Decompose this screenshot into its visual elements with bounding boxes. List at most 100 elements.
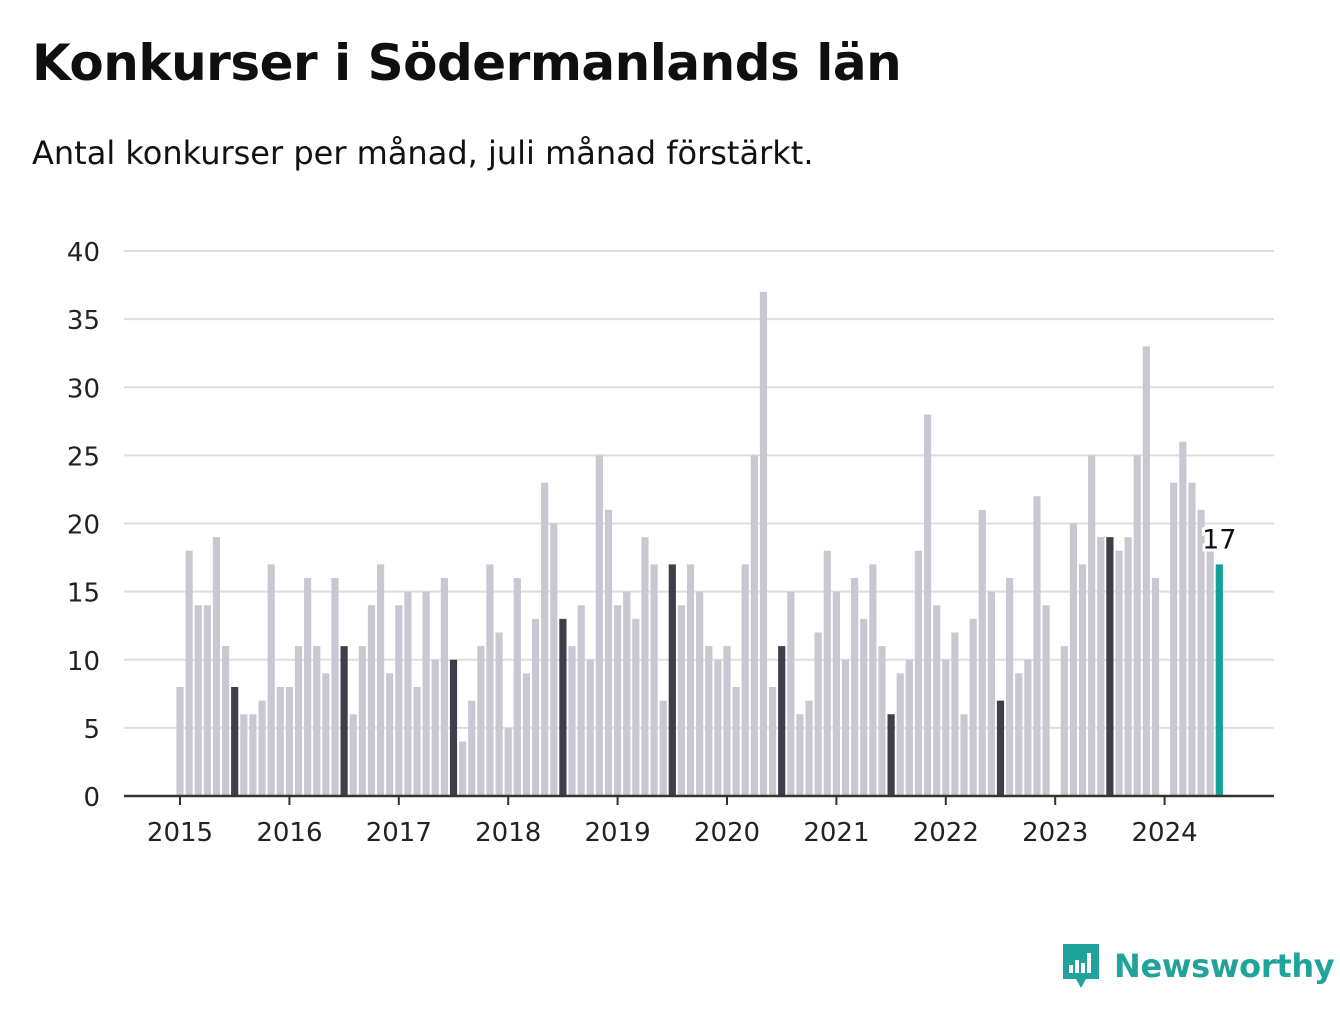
bar-2020-3: [741, 564, 749, 796]
bar-2015-4: [203, 605, 211, 796]
y-tick-label: 35: [67, 306, 100, 336]
bar-2017-5: [431, 659, 439, 796]
bar-2021-3: [851, 578, 859, 796]
bar-2018-8: [568, 646, 576, 796]
bar-2017-10: [477, 646, 485, 796]
bar-2020-10: [805, 700, 813, 796]
x-tick-label: 2024: [1132, 818, 1198, 848]
bar-2015-10: [258, 700, 266, 796]
chart-title: Konkurser i Södermanlands län: [32, 34, 902, 92]
bar-2016-6: [331, 578, 339, 796]
bar-2018-10: [586, 659, 594, 796]
bar-2016-3: [304, 578, 312, 796]
bar-2023-2: [1060, 646, 1068, 796]
bar-2017-8: [459, 741, 467, 796]
latest-value-label: 17: [1202, 524, 1236, 555]
bar-2016-2: [294, 646, 303, 796]
bar-2020-4: [750, 455, 758, 796]
bar-2016-9: [358, 646, 366, 796]
bar-2023-12: [1151, 578, 1160, 796]
bar-2015-9: [249, 714, 257, 796]
bar-2023-11: [1142, 346, 1150, 796]
bar-2020-6: [768, 687, 777, 796]
bar-2015-5: [212, 537, 221, 796]
bar-2015-1: [176, 687, 184, 796]
bar-2024-6: [1206, 550, 1214, 796]
bar-2015-2: [185, 550, 193, 796]
bar-2018-7: [559, 618, 567, 796]
y-tick-label: 20: [67, 511, 100, 541]
bar-2016-8: [349, 714, 357, 796]
bar-2022-12: [1042, 605, 1050, 796]
bar-2016-4: [313, 646, 321, 796]
bar-2016-12: [386, 673, 394, 796]
x-tick-label: 2018: [475, 818, 541, 848]
bar-2019-6: [659, 700, 667, 796]
bar-2019-11: [705, 646, 713, 796]
y-tick-label: 40: [67, 238, 100, 268]
x-tick-label: 2015: [147, 818, 213, 848]
bar-2020-5: [759, 291, 768, 796]
bar-2022-7: [996, 700, 1005, 796]
bar-2022-4: [969, 618, 977, 796]
bar-2019-1: [614, 605, 622, 796]
bar-2024-2: [1170, 482, 1178, 796]
bar-2021-12: [933, 605, 941, 796]
x-tick-label: 2019: [585, 818, 651, 848]
bar-2021-8: [896, 673, 904, 796]
bar-2015-3: [194, 605, 202, 796]
bar-2024-3: [1179, 441, 1187, 796]
bar-2017-3: [413, 687, 421, 796]
bar-2023-8: [1115, 550, 1123, 796]
bar-2023-7: [1106, 537, 1114, 796]
y-tick-label: 0: [83, 783, 100, 813]
bar-2022-8: [1006, 578, 1014, 796]
brand-name: Newsworthy: [1114, 947, 1335, 985]
bar-2015-12: [276, 687, 284, 796]
bar-2017-7: [449, 659, 458, 796]
annotations: 17: [1199, 521, 1239, 558]
bar-2020-2: [732, 687, 740, 796]
x-tick-label: 2023: [1022, 818, 1088, 848]
bar-2016-5: [322, 673, 330, 796]
bar-2019-3: [632, 618, 640, 796]
bar-2021-11: [923, 414, 932, 796]
bar-2016-1: [285, 687, 293, 796]
x-axis: 2015 2016 2017 2018 2019 2020 2021 2022 2023 2024: [124, 794, 1274, 848]
bar-2023-5: [1088, 455, 1096, 796]
brand-logo: Newsworthy: [1060, 940, 1335, 992]
bar-2021-10: [914, 550, 923, 796]
bar-2020-8: [787, 591, 795, 796]
bar-2020-7: [778, 646, 786, 796]
y-tick-label: 5: [83, 715, 100, 745]
bar-2018-6: [550, 523, 558, 796]
bar-2024-5: [1197, 509, 1205, 796]
bar-latest: [1215, 564, 1223, 796]
bar-2015-7: [231, 687, 239, 796]
bar-2019-2: [623, 591, 631, 796]
bar-2016-11: [376, 564, 385, 796]
bar-2022-2: [951, 632, 959, 796]
bar-2022-5: [978, 509, 986, 796]
bar-2020-11: [814, 632, 822, 796]
bar-2020-9: [796, 714, 804, 796]
bar-2018-11: [595, 455, 603, 796]
y-tick-label: 30: [67, 374, 100, 404]
bar-2017-2: [404, 591, 412, 796]
bar-2022-11: [1033, 496, 1041, 796]
chart-subtitle: Antal konkurser per månad, juli månad fö…: [32, 134, 814, 172]
bar-2019-9: [686, 564, 695, 796]
bar-2019-10: [696, 591, 704, 796]
bar-2020-1: [723, 646, 731, 796]
bar-2018-2: [513, 578, 521, 796]
bar-2018-5: [541, 482, 549, 796]
bar-2022-9: [1015, 673, 1023, 796]
x-tick-label: 2021: [803, 818, 869, 848]
y-tick-label: 25: [67, 442, 100, 472]
bar-2017-11: [486, 564, 494, 796]
bar-2023-10: [1133, 455, 1141, 796]
bar-2023-6: [1097, 537, 1105, 796]
newsworthy-logo-icon: [1063, 944, 1099, 988]
bar-2017-4: [422, 591, 430, 796]
